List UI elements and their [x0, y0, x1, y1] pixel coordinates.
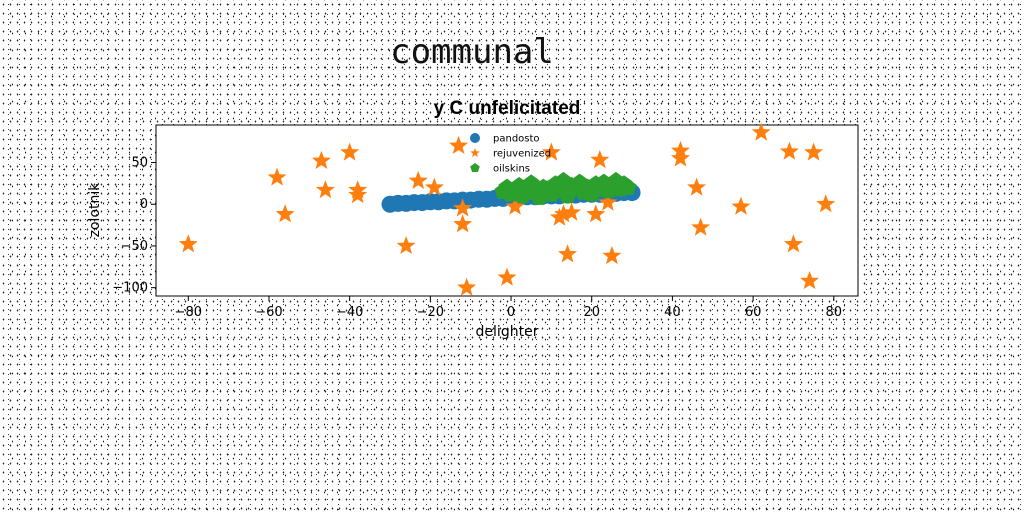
rejuvenized-point	[590, 150, 610, 169]
legend: pandosto rejuvenized oilskins	[470, 133, 551, 175]
rejuvenized-point	[424, 177, 444, 196]
chart-title: y C unfelicitated	[434, 98, 581, 119]
rejuvenized-point	[348, 185, 368, 204]
x-tick-label: 20	[583, 305, 600, 320]
rejuvenized-point	[457, 277, 477, 296]
x-tick-label: −60	[255, 305, 282, 320]
x-tick-label: 80	[826, 305, 843, 320]
rejuvenized-point	[267, 167, 287, 186]
legend-oilskins-label: oilskins	[493, 164, 530, 175]
rejuvenized-point	[558, 244, 577, 263]
y-tick-label: −50	[121, 239, 148, 254]
rejuvenized-point	[562, 202, 582, 221]
rejuvenized-point	[541, 142, 561, 161]
rejuvenized-point	[783, 234, 803, 253]
rejuvenized-point	[554, 204, 573, 223]
plot-area	[178, 122, 836, 296]
y-tick-label: −100	[112, 281, 148, 296]
rejuvenized-point	[453, 198, 473, 217]
x-tick-label: 0	[507, 305, 515, 320]
x-axis-label: delighter	[476, 324, 539, 340]
rejuvenized-point	[340, 142, 360, 161]
x-tick-label: −40	[336, 305, 363, 320]
x-tick-label: −80	[175, 305, 202, 320]
series-oilskins	[494, 171, 637, 205]
rejuvenized-point	[408, 170, 428, 189]
rejuvenized-point	[779, 141, 799, 160]
x-tick-label: −20	[417, 305, 444, 320]
rejuvenized-point	[602, 246, 622, 265]
legend-pandosto-label: pandosto	[493, 134, 540, 145]
y-axis: −100 −50 0 50	[112, 156, 156, 296]
x-tick-label: 40	[664, 305, 681, 320]
x-tick-label: 60	[745, 305, 762, 320]
y-axis-label: zolotnik	[87, 182, 103, 238]
rejuvenized-point	[497, 267, 517, 286]
legend-rejuvenized-label: rejuvenized	[493, 149, 551, 160]
y-tick-label: 0	[140, 197, 148, 212]
rejuvenized-point	[751, 122, 771, 141]
y-tick-label: 50	[131, 156, 148, 171]
series-rejuvenized	[178, 122, 836, 296]
rejuvenized-point	[396, 236, 416, 254]
rejuvenized-point	[586, 204, 606, 223]
rejuvenized-point	[800, 271, 820, 290]
legend-rejuvenized-marker	[470, 148, 480, 157]
rejuvenized-point	[731, 196, 751, 215]
rejuvenized-point	[275, 204, 295, 223]
rejuvenized-point	[671, 148, 690, 167]
rejuvenized-point	[453, 214, 473, 233]
x-axis: −80 −60 −40 −20 0 20 40 60 80	[175, 296, 843, 320]
rejuvenized-point	[687, 177, 707, 196]
figure-suptitle: communal	[390, 32, 554, 72]
rejuvenized-point	[816, 194, 836, 213]
rejuvenized-point	[178, 234, 198, 253]
rejuvenized-point	[505, 196, 525, 215]
rejuvenized-point	[598, 192, 618, 211]
oilskins-point	[619, 178, 637, 195]
rejuvenized-point	[315, 180, 335, 199]
rejuvenized-point	[804, 142, 824, 161]
rejuvenized-point	[691, 217, 711, 236]
legend-oilskins-marker	[470, 163, 480, 172]
rejuvenized-point	[449, 135, 469, 154]
rejuvenized-point	[311, 150, 331, 169]
legend-pandosto-marker	[470, 133, 480, 143]
